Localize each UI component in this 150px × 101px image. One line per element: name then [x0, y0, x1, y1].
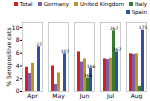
svg-text:27: 27: [36, 42, 42, 47]
html-text:Italy: Italy: [135, 1, 147, 7]
svg-text:% Seropositive cats: % Seropositive cats: [5, 27, 13, 86]
svg-text:107: 107: [61, 49, 70, 54]
svg-text:2: 2: [16, 75, 20, 82]
html-text:Germany: Germany: [43, 1, 69, 7]
html-text:Spain: Spain: [131, 8, 147, 15]
html-text:Total: Total: [19, 1, 33, 7]
svg-text:6: 6: [16, 49, 20, 56]
svg-text:May: May: [52, 92, 65, 100]
svg-text:10: 10: [12, 24, 20, 31]
svg-text:166: 166: [87, 64, 96, 69]
svg-text:166: 166: [84, 73, 93, 78]
html-text:United Kingdom: United Kingdom: [79, 1, 125, 7]
svg-text:175: 175: [139, 25, 148, 30]
svg-text:4: 4: [16, 62, 20, 69]
svg-text:8: 8: [16, 36, 20, 43]
svg-text:267: 267: [110, 26, 119, 31]
svg-text:0: 0: [16, 87, 20, 94]
svg-text:Jun: Jun: [79, 92, 90, 100]
svg-text:Apr: Apr: [27, 92, 38, 100]
svg-text:Aug: Aug: [131, 92, 143, 100]
svg-text:267: 267: [113, 47, 122, 52]
svg-text:Jul: Jul: [106, 92, 115, 100]
